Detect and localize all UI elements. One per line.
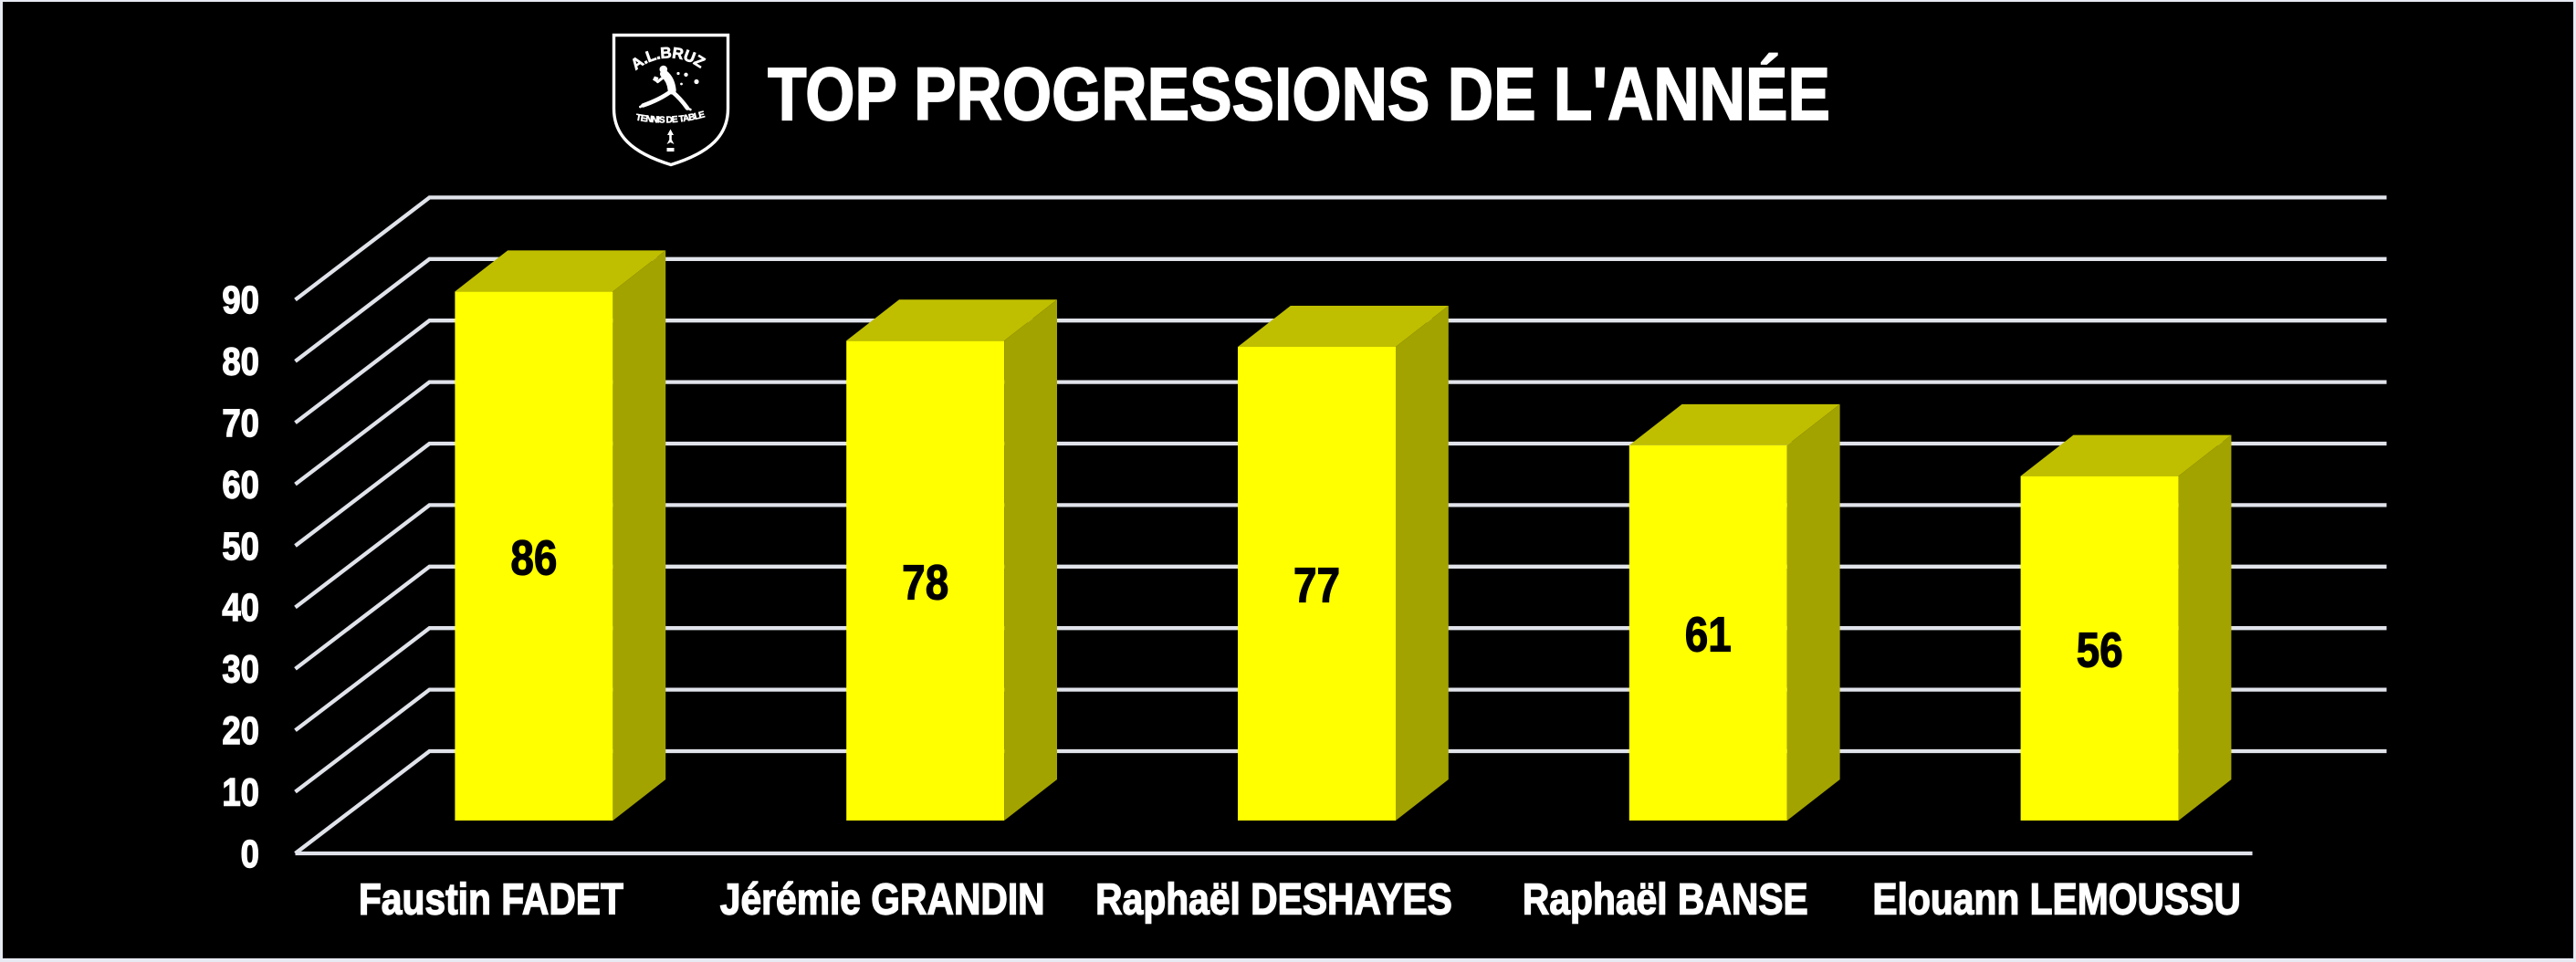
svg-text:40: 40 <box>222 586 259 629</box>
svg-text:Elouann LEMOUSSU: Elouann LEMOUSSU <box>1872 875 2240 924</box>
svg-text:20: 20 <box>222 709 259 752</box>
svg-text:77: 77 <box>1293 558 1340 612</box>
svg-text:70: 70 <box>222 402 259 444</box>
svg-text:90: 90 <box>222 278 259 321</box>
svg-text:Raphaël DESHAYES: Raphaël DESHAYES <box>1095 875 1452 924</box>
svg-text:30: 30 <box>222 648 259 691</box>
svg-text:Jérémie GRANDIN: Jérémie GRANDIN <box>720 875 1045 924</box>
svg-text:78: 78 <box>902 555 948 610</box>
svg-text:Faustin FADET: Faustin FADET <box>359 875 623 924</box>
svg-text:10: 10 <box>222 771 259 814</box>
svg-text:86: 86 <box>510 530 557 585</box>
svg-text:60: 60 <box>222 464 259 507</box>
svg-text:TOP PROGRESSIONS DE L'ANNÉE: TOP PROGRESSIONS DE L'ANNÉE <box>768 53 1830 137</box>
svg-text:50: 50 <box>222 525 259 568</box>
svg-text:80: 80 <box>222 340 259 383</box>
svg-text:61: 61 <box>1685 607 1732 662</box>
svg-text:Raphaël BANSE: Raphaël BANSE <box>1523 875 1808 924</box>
svg-text:0: 0 <box>241 832 259 875</box>
svg-text:56: 56 <box>2077 622 2123 677</box>
